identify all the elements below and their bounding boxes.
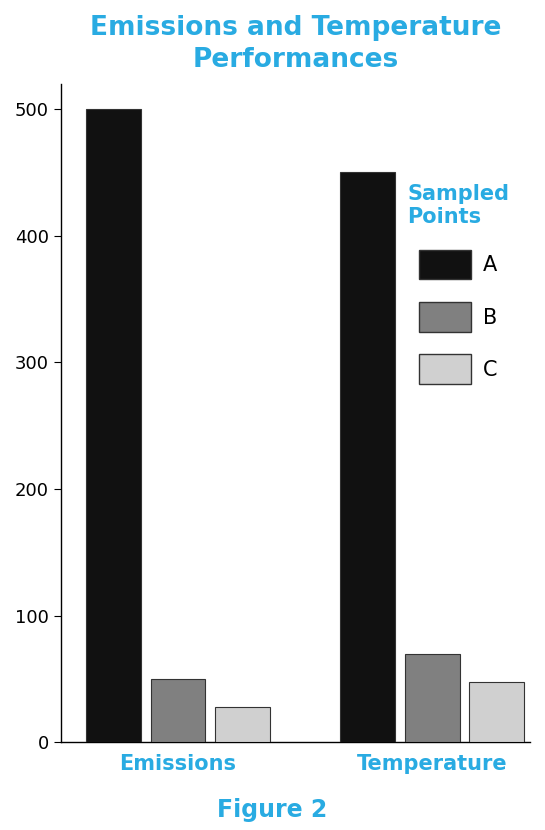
Legend: A, B, C: A, B, C <box>397 173 519 394</box>
Bar <box>215 707 270 742</box>
Text: Figure 2: Figure 2 <box>217 798 328 822</box>
Title: Emissions and Temperature
Performances: Emissions and Temperature Performances <box>90 15 501 73</box>
Bar <box>151 679 205 742</box>
Bar <box>405 654 459 742</box>
Bar <box>469 681 524 742</box>
Bar <box>86 109 141 742</box>
Bar <box>341 173 395 742</box>
